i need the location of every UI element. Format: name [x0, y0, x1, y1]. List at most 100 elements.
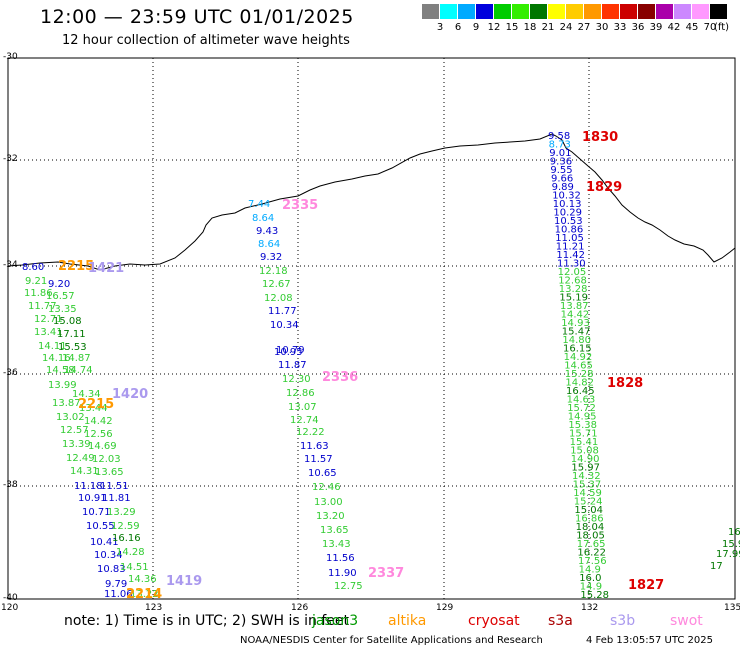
scale-tick-label: 42 [667, 22, 681, 33]
wave-height-label: 11.05 [555, 233, 584, 244]
wave-height-label: 15.08 [53, 316, 82, 327]
scale-tick-label: 6 [454, 22, 462, 33]
wave-height-label: 15.19 [559, 293, 588, 304]
wave-height-label: 11.57 [304, 454, 333, 465]
credit-line: NOAA/NESDIS Center for Satellite Applica… [240, 635, 543, 646]
wave-height-label: 11.86 [24, 288, 53, 299]
wave-height-label: 11.63 [300, 441, 329, 452]
wave-height-label: 12.08 [264, 293, 293, 304]
lon-label: 123 [145, 603, 163, 613]
wave-height-label: 14.11 [38, 341, 67, 352]
scale-tick-label: 18 [523, 22, 537, 33]
wave-height-label: 12.46 [312, 482, 341, 493]
lat-label: -38 [3, 480, 18, 490]
scale-tick-label: 45 [685, 22, 699, 33]
wave-height-label: 9.20 [48, 279, 70, 290]
wave-height-label: 9.43 [256, 226, 278, 237]
wave-height-label: 15.04 [574, 505, 603, 516]
wave-height-label: 10.91 [78, 493, 107, 504]
pass-time-label: 2337 [368, 566, 404, 581]
scale-tick-label: 12 [487, 22, 501, 33]
wave-height-label: 11.51 [100, 481, 129, 492]
wave-height-label: 10.86 [555, 225, 584, 236]
wave-height-label: 8.60 [22, 262, 44, 273]
scale-tick-label: 33 [613, 22, 627, 33]
wave-height-label: 15.53 [58, 342, 87, 353]
wave-height-label: 12.59 [111, 521, 140, 532]
wave-height-label: 15.71 [569, 429, 598, 440]
wave-height-label: 16.0 [579, 573, 601, 584]
wave-height-label: 15.37 [573, 480, 602, 491]
wave-height-label: 11.42 [556, 250, 585, 261]
wave-height-label: 14.51 [120, 562, 149, 573]
wave-height-label: 10.13 [553, 199, 582, 210]
wave-height-label: 13.00 [314, 497, 343, 508]
wave-height-label: 11.30 [557, 259, 586, 270]
scale-swatch [512, 4, 529, 19]
satellite-legend-s3b: s3b [610, 613, 636, 629]
pass-time-label: 2336 [322, 370, 358, 385]
wave-height-label: 18.04 [576, 522, 605, 533]
wave-height-label: 13.41 [34, 327, 63, 338]
wave-height-label: 10.41 [90, 537, 119, 548]
wave-height-label: 14.36 [128, 574, 157, 585]
wave-height-label: 17.99 [716, 549, 740, 560]
wave-height-label: 13.35 [48, 304, 77, 315]
wave-height-label: 13.39 [62, 439, 91, 450]
pass-time-label: 1420 [112, 387, 148, 402]
wave-height-label: 11.77 [268, 306, 297, 317]
wave-height-label: 9.66 [551, 174, 573, 185]
wave-height-label: 17.56 [578, 556, 607, 567]
scale-swatch [638, 4, 655, 19]
pass-time-label: 2215 [78, 397, 114, 412]
scale-swatch [566, 4, 583, 19]
wave-height-label: 10.34 [270, 320, 299, 331]
scale-tick-label: 9 [472, 22, 480, 33]
generated-timestamp: 4 Feb 13:05:57 UTC 2025 [586, 635, 713, 646]
lon-label: 129 [436, 603, 454, 613]
scale-swatch [440, 4, 457, 19]
wave-height-label: 15.38 [568, 420, 597, 431]
wave-height-label: 14.90 [571, 454, 600, 465]
wave-height-label: 9.55 [550, 165, 572, 176]
wave-height-label: 9.36 [550, 157, 572, 168]
wave-height-label: 15.47 [562, 327, 591, 338]
scale-tick-label: 30 [595, 22, 609, 33]
wave-height-label: 9.32 [260, 252, 282, 263]
pass-time-label: 2214 [126, 587, 162, 602]
wave-height-label: 7.44 [248, 199, 270, 210]
footer-note: note: 1) Time is in UTC; 2) SWH is in fe… [64, 613, 350, 629]
wave-height-label: 10.95 [274, 347, 303, 358]
wave-height-label: 14.80 [562, 335, 591, 346]
wave-height-label: 12.49 [66, 453, 95, 464]
wave-height-label: 13.02 [56, 412, 85, 423]
wave-height-label: 13.87 [52, 398, 81, 409]
satellite-legend-s3a: s3a [548, 613, 573, 629]
pass-time-label: 1421 [88, 261, 124, 276]
wave-height-label: 16.22 [577, 548, 606, 559]
wave-height-label: 15.98 [722, 539, 740, 550]
wave-height-label: 14.42 [84, 416, 113, 427]
wave-height-label: 14.34 [72, 389, 101, 400]
scale-swatch [692, 4, 709, 19]
lat-label: -30 [3, 52, 18, 62]
wave-height-label: 14.28 [116, 547, 145, 558]
wave-height-label: 8.64 [258, 239, 280, 250]
scale-swatch [494, 4, 511, 19]
wave-height-label: 12.30 [282, 374, 311, 385]
wave-height-label: 14.9 [580, 582, 602, 593]
wave-height-label: 16.86 [575, 514, 604, 525]
wave-height-label: 11.06 [104, 589, 133, 600]
lon-label: 135 [724, 603, 740, 613]
wave-height-label: 13.99 [48, 380, 77, 391]
scale-tick-label: 36 [631, 22, 645, 33]
scale-tick-label: 24 [559, 22, 573, 33]
wave-height-label: 12.05 [558, 267, 587, 278]
wave-height-label: 12.56 [84, 429, 113, 440]
wave-height-label: 13.22 [130, 589, 159, 600]
wave-height-label: 15.08 [570, 446, 599, 457]
wave-height-label: 16.15 [563, 344, 592, 355]
lon-grid [152, 58, 590, 599]
page-subtitle: 12 hour collection of altimeter wave hei… [62, 33, 350, 48]
